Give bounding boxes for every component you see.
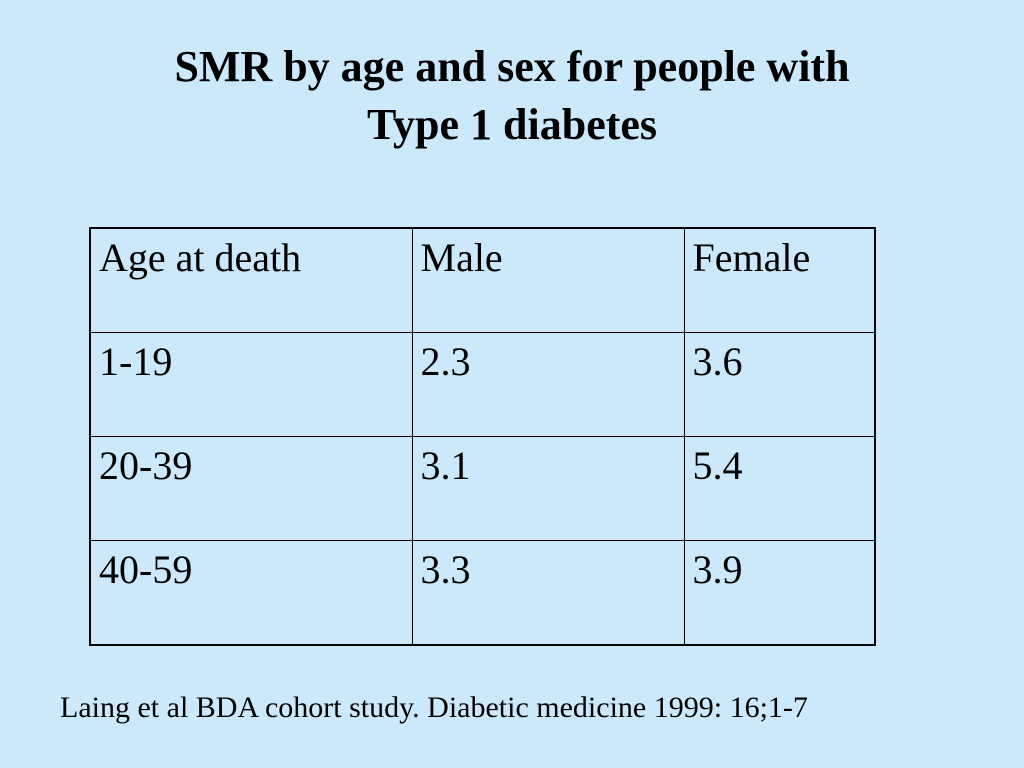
slide-title-line-2: Type 1 diabetes <box>366 100 658 149</box>
male-cell: 3.3 <box>411 540 685 646</box>
table-row: 1-19 2.3 3.6 <box>89 331 876 438</box>
smr-table: Age at death Male Female 1-19 2.3 3.6 20… <box>89 227 876 646</box>
slide-title: SMR by age and sex for people with Type … <box>0 38 1024 154</box>
table-header-row: Age at death Male Female <box>89 227 876 333</box>
age-cell: 1-19 <box>89 331 413 438</box>
female-cell: 5.4 <box>683 435 876 542</box>
age-cell: 40-59 <box>89 540 413 646</box>
female-cell: 3.6 <box>683 331 876 438</box>
male-cell: 2.3 <box>411 331 685 438</box>
citation: Laing et al BDA cohort study. Diabetic m… <box>60 691 808 724</box>
slide-title-line-1: SMR by age and sex for people with <box>174 42 850 91</box>
header-age-at-death: Age at death <box>89 227 413 333</box>
table-row: 40-59 3.3 3.9 <box>89 540 876 646</box>
female-cell: 3.9 <box>683 540 876 646</box>
table-row: 20-39 3.1 5.4 <box>89 435 876 542</box>
male-cell: 3.1 <box>411 435 685 542</box>
age-cell: 20-39 <box>89 435 413 542</box>
header-male: Male <box>411 227 685 333</box>
header-female: Female <box>683 227 876 333</box>
